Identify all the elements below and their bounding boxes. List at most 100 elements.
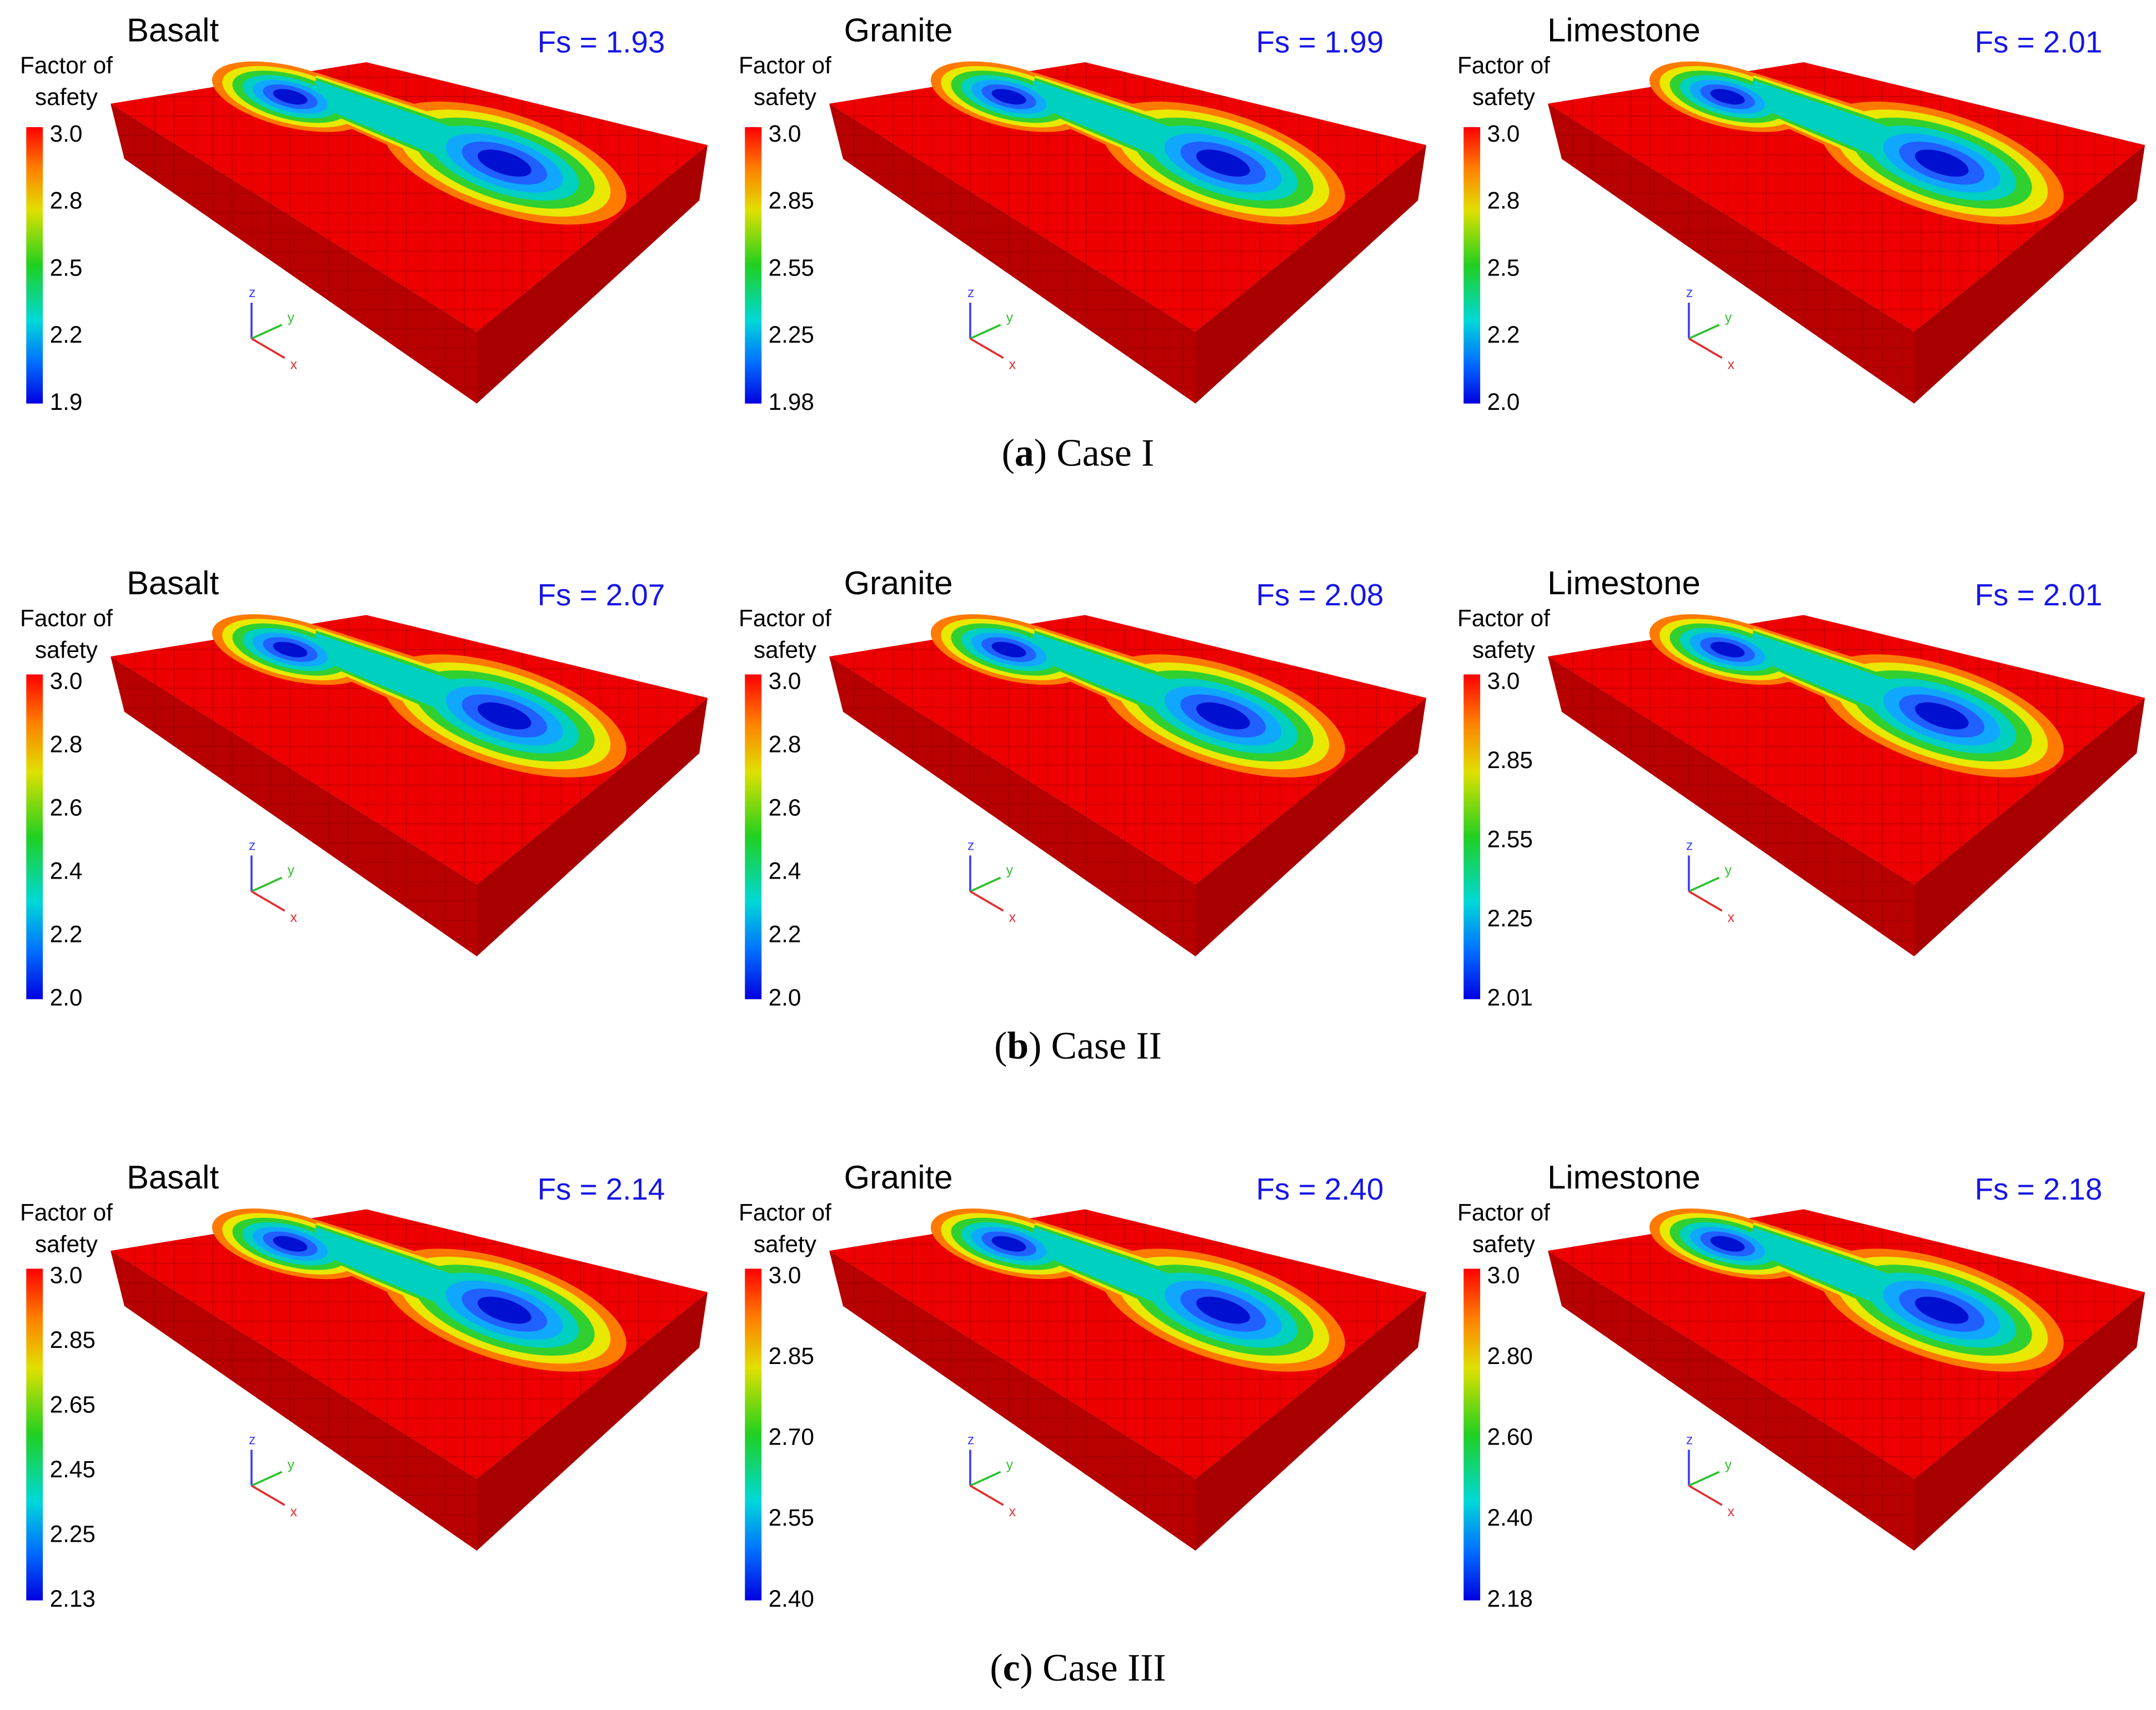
axis-y (1688, 876, 1720, 892)
colorbar-tick-label: 2.0 (1487, 389, 1520, 415)
caption-rest: ) Case II (1029, 1025, 1162, 1067)
axis-triad: z y x (967, 285, 1016, 372)
caption-letter: a (1015, 432, 1034, 475)
panel: z y x Granite Fs = 2.08 Factor of safety 3.0 2.8… (739, 564, 1427, 1010)
caption-letter: c (1003, 1647, 1020, 1689)
caption: (a) Case I (1002, 432, 1155, 475)
caption-letter: b (1007, 1025, 1029, 1067)
colorbar-tick-label: 2.45 (50, 1456, 96, 1482)
contour (212, 1208, 626, 1372)
axis-x (1688, 1485, 1723, 1506)
panel: z y x Granite Fs = 1.99 Factor of safety 3.0 2.8… (739, 12, 1427, 415)
legend-title: Factor of (1457, 605, 1550, 631)
legend-title: safety (35, 84, 98, 110)
colorbar-tick-label: 2.2 (50, 921, 83, 947)
material-name: Basalt (127, 1159, 219, 1196)
contour (930, 614, 1345, 778)
colorbar-tick-label: 3.0 (769, 121, 801, 147)
colorbar-tick-label: 2.5 (1487, 254, 1520, 280)
axis-label: y (1725, 862, 1732, 878)
colorbar-tick-label: 2.70 (769, 1424, 814, 1450)
axis-x (250, 338, 285, 359)
fs-value: Fs = 1.93 (538, 25, 665, 59)
axis-label: x (1009, 357, 1016, 372)
axis-y (251, 324, 283, 340)
colorbar (745, 1268, 762, 1601)
contour-band (478, 1296, 532, 1324)
panel: z y x Basalt Fs = 2.07 Factor of safety 3.0 2.8 2… (20, 564, 708, 1010)
colorbar-tick-label: 2.80 (1487, 1343, 1533, 1369)
colorbar-tick-label: 3.0 (50, 121, 83, 147)
contour-band (1196, 149, 1250, 177)
axis-triad: z y x (1686, 838, 1735, 925)
colorbar (1463, 674, 1481, 1000)
contour-band (1031, 633, 1175, 715)
colorbar-tick-label: 2.85 (50, 1327, 96, 1353)
axis-label: z (249, 285, 255, 300)
legend-title: safety (754, 637, 817, 663)
slab-right-face (1195, 698, 1427, 957)
contour-band (1749, 633, 1893, 715)
caption: (b) Case II (994, 1025, 1162, 1067)
caption-rest: ) Case I (1034, 432, 1155, 475)
contour-band (478, 702, 532, 730)
axis-label: y (1725, 1457, 1732, 1472)
axis-triad: z y x (249, 285, 298, 372)
contour-band (1710, 641, 1745, 658)
colorbar-tick-label: 2.8 (50, 731, 83, 757)
axis-x (250, 890, 285, 912)
contour-band (273, 89, 308, 105)
axis-label: x (1728, 1504, 1735, 1520)
colorbar-tick-label: 2.6 (50, 794, 83, 820)
colorbar-tick-label: 2.60 (1487, 1424, 1533, 1450)
axis-triad: z y x (1686, 285, 1735, 372)
slab-top-mesh (829, 615, 1427, 885)
contour-band (1915, 149, 1969, 177)
colorbar-tick-label: 3.0 (769, 1262, 801, 1288)
colorbar-tick-label: 3.0 (50, 1262, 83, 1288)
colorbar (26, 674, 43, 1000)
colorbar (26, 127, 43, 404)
contour-band (1196, 702, 1250, 730)
colorbar-tick-label: 3.0 (50, 668, 83, 694)
material-name: Limestone (1547, 564, 1701, 601)
slab-top-mesh (111, 62, 708, 332)
contour-band (273, 641, 308, 658)
caption-open: ( (1002, 432, 1015, 475)
legend-title: Factor of (20, 605, 113, 631)
material-name: Granite (844, 564, 953, 601)
axis-label: y (1006, 862, 1014, 878)
panel: z y x Granite Fs = 2.40 Factor of safety 3.0 2.8… (739, 1159, 1427, 1612)
contour-band (1196, 1296, 1250, 1324)
colorbar-tick-label: 3.0 (1487, 1262, 1520, 1288)
axis-x (250, 1485, 285, 1506)
colorbar-tick-label: 2.8 (769, 731, 801, 757)
slab-left-mesh (1548, 656, 1914, 957)
axis-label: y (1006, 1457, 1014, 1472)
colorbar (1463, 1268, 1481, 1601)
colorbar (26, 1268, 43, 1601)
contour (1649, 61, 2064, 225)
axis-label: y (288, 862, 295, 878)
axis-label: y (1725, 310, 1732, 325)
colorbar-tick-label: 2.25 (1487, 905, 1533, 931)
legend-title: safety (1472, 84, 1536, 110)
slab-top-mesh (829, 1209, 1427, 1479)
fs-value: Fs = 2.01 (1975, 578, 2103, 612)
colorbar-tick-label: 2.2 (1487, 322, 1520, 348)
colorbar-tick-label: 2.55 (769, 254, 814, 280)
contour (212, 614, 626, 778)
legend-title: Factor of (739, 605, 831, 631)
colorbar-tick-label: 2.4 (50, 857, 83, 884)
axis-x (1688, 338, 1723, 359)
legend-title: safety (754, 1231, 817, 1257)
slab-top-mesh (1548, 1209, 2145, 1479)
caption-rest: ) Case III (1020, 1647, 1166, 1689)
slab-right-face (477, 1292, 708, 1551)
colorbar-tick-label: 3.0 (1487, 668, 1520, 694)
slab-right-face (1914, 698, 2145, 957)
colorbar-tick-label: 2.18 (1487, 1586, 1533, 1612)
axis-label: x (290, 357, 298, 372)
colorbar-tick-label: 2.0 (50, 984, 83, 1010)
